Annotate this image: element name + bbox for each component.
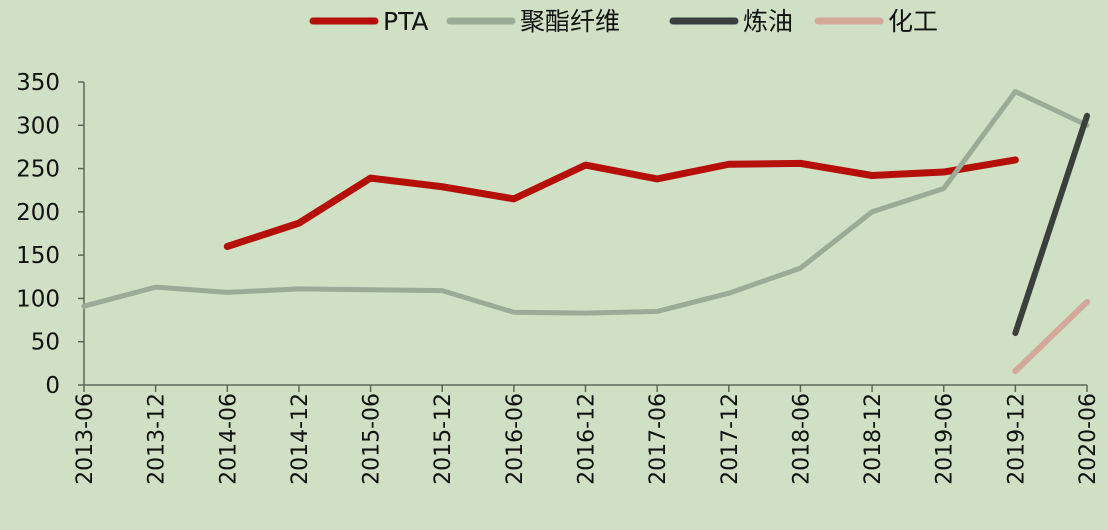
series-line-1 (81, 89, 1090, 316)
series-line-3 (1012, 298, 1090, 375)
legend-label: 聚酯纤维 (520, 7, 620, 36)
y-tick-label: 100 (16, 286, 60, 312)
x-tick-label: 2016-12 (575, 393, 600, 485)
y-tick-label: 200 (16, 200, 60, 226)
series-lines (81, 89, 1090, 375)
x-tick-label: 2016-06 (503, 393, 528, 485)
x-tick-label: 2013-12 (145, 393, 170, 485)
y-tick-label: 300 (16, 113, 60, 139)
y-tick-label: 250 (16, 157, 60, 183)
y-tick-label: 350 (16, 70, 60, 96)
x-tick-label: 2017-12 (718, 393, 743, 485)
x-tick-label: 2018-12 (861, 393, 886, 485)
legend-label: 炼油 (743, 7, 793, 36)
x-tick-label: 2014-06 (216, 393, 241, 485)
x-tick-label: 2020-06 (1076, 393, 1101, 485)
x-tick-label: 2019-06 (933, 393, 958, 485)
legend-label: PTA (383, 7, 429, 36)
x-tick-label: 2015-06 (360, 393, 385, 485)
series-line-2 (1012, 112, 1090, 337)
x-tick-label: 2018-06 (789, 393, 814, 485)
legend: PTA 聚酯纤维 炼油 化工 (309, 7, 938, 36)
y-tick-label: 50 (31, 330, 60, 356)
x-tick-label: 2015-12 (431, 393, 456, 485)
legend-label: 化工 (888, 7, 938, 36)
series-line-0 (223, 156, 1019, 250)
x-tick-label: 2013-06 (73, 393, 98, 485)
axes: 0 50 100 150 200 250 300 350 2013-06 2013-12 2014-… (16, 70, 1101, 485)
y-tick-label: 150 (16, 243, 60, 269)
y-tick-label: 0 (45, 373, 60, 399)
x-tick-label: 2019-12 (1004, 393, 1029, 485)
x-tick-label: 2017-06 (646, 393, 671, 485)
x-tick-label: 2014-12 (288, 393, 313, 485)
